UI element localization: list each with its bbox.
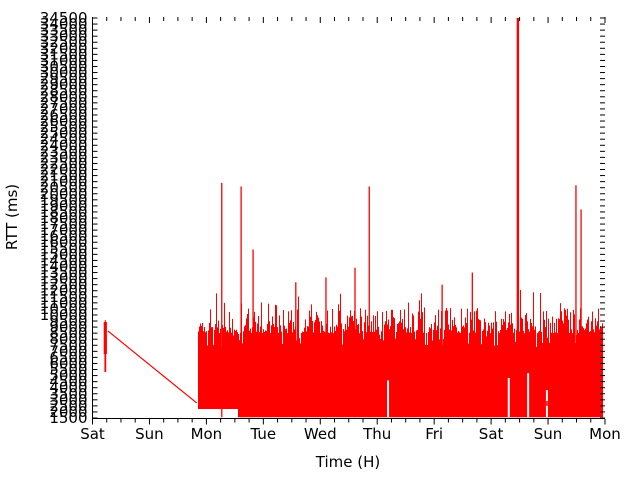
x-tick-label-day: Tue xyxy=(250,425,277,443)
y-tick-label: 26000 xyxy=(40,112,88,130)
y-tick-label: 8500 xyxy=(49,324,87,342)
y-tick-label: 14500 xyxy=(40,251,88,269)
y-tick-label: 2000 xyxy=(49,403,87,421)
y-tick-label: 28000 xyxy=(40,88,88,106)
y-tick-label: 22500 xyxy=(40,154,88,172)
y-tick-label: 20000 xyxy=(40,185,88,203)
y-tick-label: 10500 xyxy=(40,300,88,318)
y-tick-label: 29500 xyxy=(40,70,88,88)
y-tick-label: 33000 xyxy=(40,27,88,45)
x-tick-label-day: Mon xyxy=(589,425,621,443)
y-tick-label: 7500 xyxy=(49,336,87,354)
y-tick-label: 34000 xyxy=(40,15,88,33)
y-tick-label: 27000 xyxy=(40,100,88,118)
y-tick-label: 24500 xyxy=(40,130,88,148)
y-axis-title: RTT (ms) xyxy=(3,184,21,250)
y-tick-label: 21000 xyxy=(40,173,88,191)
y-tick-label: 8000 xyxy=(49,330,87,348)
y-tick-label: 10000 xyxy=(40,306,88,324)
y-tick-label: 13000 xyxy=(40,270,88,288)
axes-and-ticks xyxy=(92,17,606,425)
data-dropout-gaps xyxy=(387,373,548,417)
x-tick-label-day: Fri xyxy=(425,425,443,443)
y-tick-label: 25000 xyxy=(40,124,88,142)
y-tick-label: 13500 xyxy=(40,264,88,282)
y-tick-label: 28500 xyxy=(40,82,88,100)
y-tick-label: 6500 xyxy=(49,348,87,366)
y-tick-label: 19000 xyxy=(40,197,88,215)
x-tick-label-day: Sun xyxy=(534,425,563,443)
y-tick-label: 11000 xyxy=(40,294,88,312)
y-tick-label: 21500 xyxy=(40,167,88,185)
y-tick-label: 4500 xyxy=(49,373,87,391)
x-tick-label-day: Sat xyxy=(80,425,105,443)
y-tick-label: 18000 xyxy=(40,209,88,227)
y-tick-label: 27500 xyxy=(40,94,88,112)
y-tick-label: 23500 xyxy=(40,142,88,160)
rtt-data-series xyxy=(103,18,603,418)
y-tick-label: 2500 xyxy=(49,397,87,415)
y-tick-label: 31500 xyxy=(40,45,88,63)
y-tick-label: 26500 xyxy=(40,106,88,124)
y-tick-label: 5500 xyxy=(49,361,87,379)
x-tick-label-day: Sun xyxy=(135,425,164,443)
y-tick-label: 14000 xyxy=(40,257,88,275)
y-tick-label: 3500 xyxy=(49,385,87,403)
y-tick-label: 12500 xyxy=(40,276,88,294)
y-tick-label: 23000 xyxy=(40,148,88,166)
y-tick-label: 7000 xyxy=(49,342,87,360)
y-tick-label: 30500 xyxy=(40,57,88,75)
x-tick-label-day: Sat xyxy=(479,425,504,443)
y-tick-label: 24000 xyxy=(40,136,88,154)
y-tick-label: 11500 xyxy=(40,288,88,306)
y-tick-label: 20500 xyxy=(40,179,88,197)
y-tick-label: 16500 xyxy=(40,227,88,245)
x-tick-label-day: Wed xyxy=(304,425,337,443)
y-tick-label: 19500 xyxy=(40,191,88,209)
y-tick-label: 17500 xyxy=(40,215,88,233)
y-tick-label: 29000 xyxy=(40,76,88,94)
y-tick-label: 4000 xyxy=(49,379,87,397)
x-tick-label-day: Mon xyxy=(191,425,223,443)
y-tick-label: 17000 xyxy=(40,221,88,239)
y-tick-label: 30000 xyxy=(40,64,88,82)
y-tick-label: 15500 xyxy=(40,239,88,257)
y-tick-label: 32000 xyxy=(40,39,88,57)
y-tick-label: 5000 xyxy=(49,367,87,385)
y-tick-label: 22000 xyxy=(40,161,88,179)
x-axis-title: Time (H) xyxy=(315,453,380,471)
y-axis-tick-labels: 1500200025003000350040004500500055006000… xyxy=(40,9,88,427)
y-tick-label: 12000 xyxy=(40,282,88,300)
y-tick-label: 15000 xyxy=(40,245,88,263)
y-tick-label: 16000 xyxy=(40,233,88,251)
y-tick-label: 33500 xyxy=(40,21,88,39)
y-tick-label: 25500 xyxy=(40,118,88,136)
y-tick-label: 9500 xyxy=(49,312,87,330)
x-axis-tick-labels: Sat Sun Mon Tue Wed Thu Fri Sat Sun Mon xyxy=(80,425,621,443)
y-tick-label: 34500 xyxy=(40,9,88,27)
y-tick-label: 9000 xyxy=(49,318,87,336)
y-tick-label: 6000 xyxy=(49,354,87,372)
y-tick-label: 18500 xyxy=(40,203,88,221)
y-tick-label: 32500 xyxy=(40,33,88,51)
x-tick-label-day: Thu xyxy=(362,425,391,443)
y-tick-label: 1500 xyxy=(49,409,87,427)
y-tick-label: 3000 xyxy=(49,391,87,409)
y-tick-label: 31000 xyxy=(40,51,88,69)
